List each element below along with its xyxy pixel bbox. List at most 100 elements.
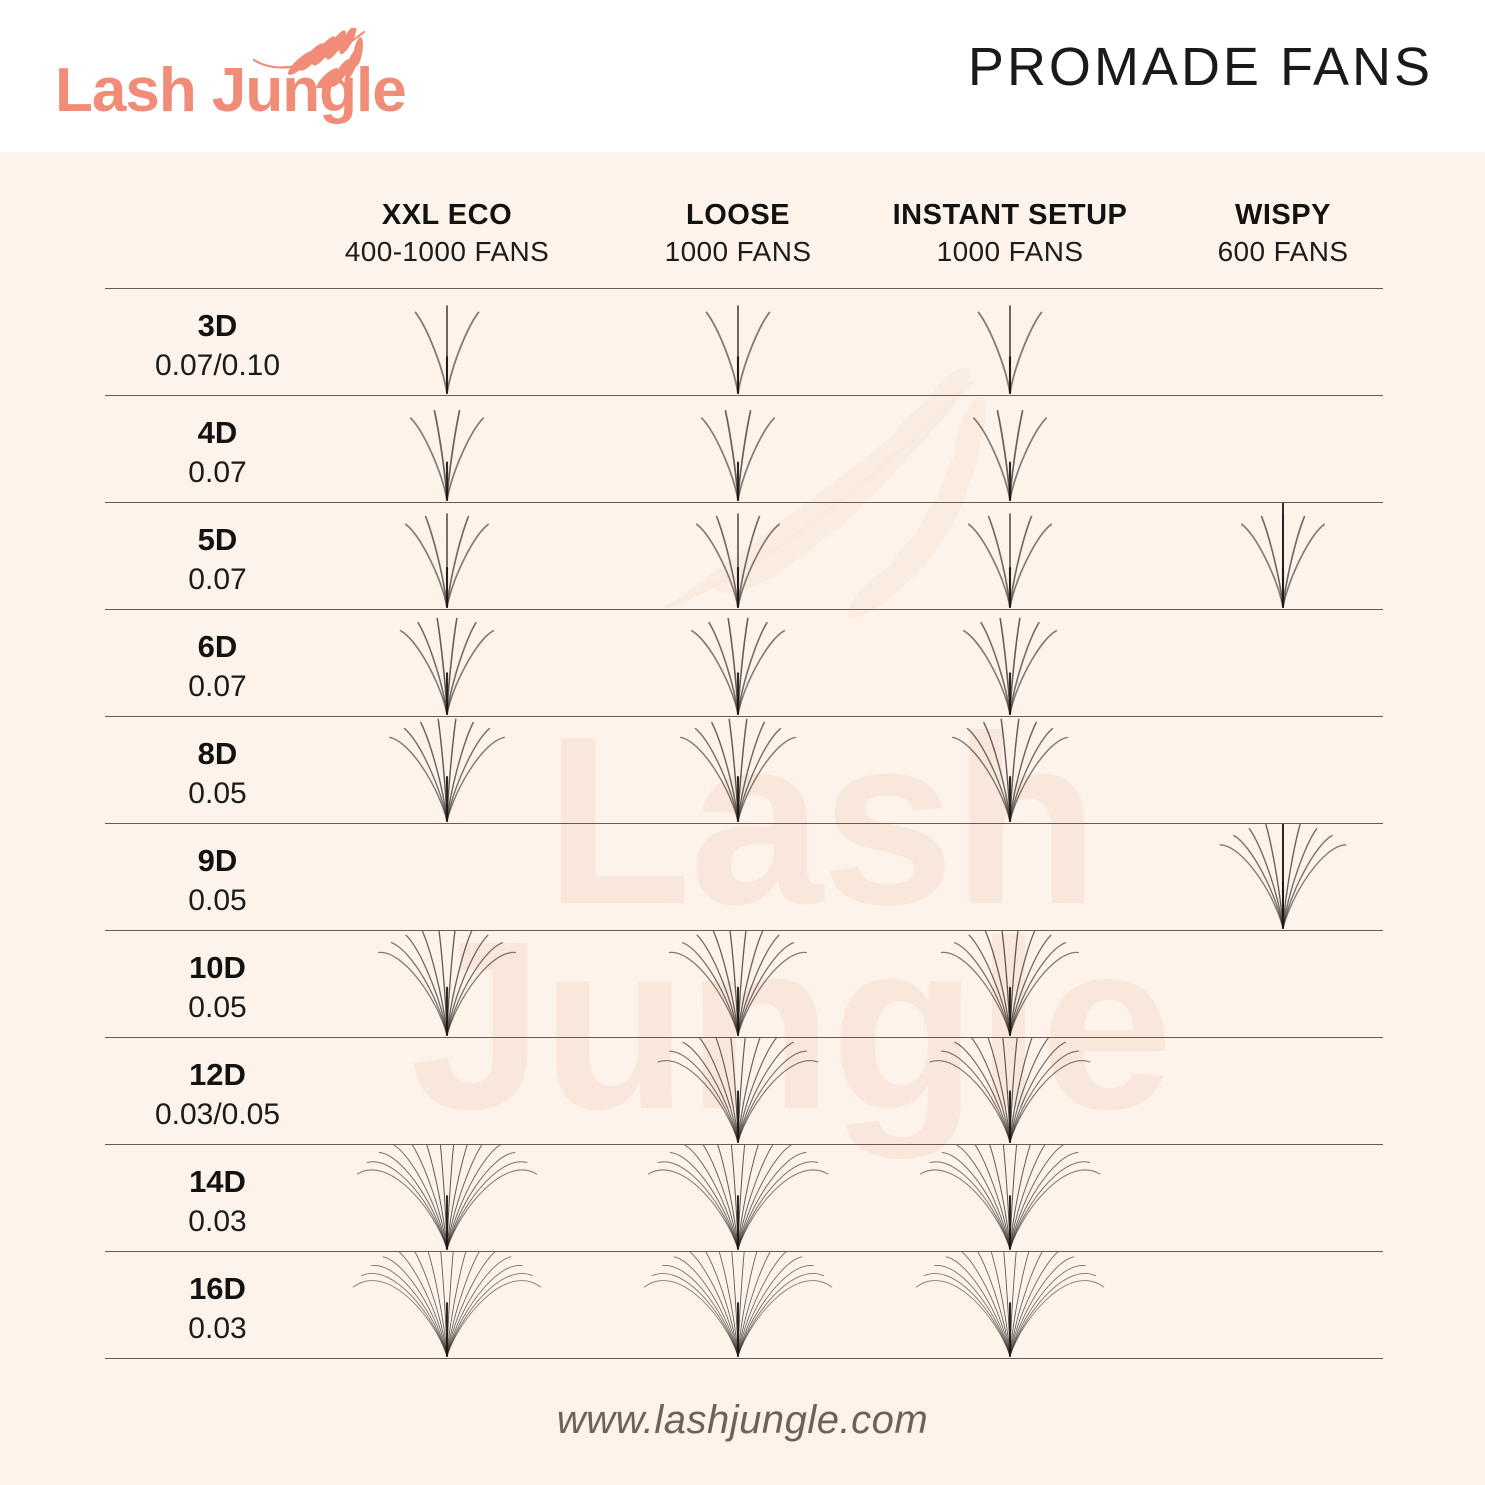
column-header-loose: LOOSE 1000 FANS <box>665 198 812 271</box>
table-row: 8D 0.05 <box>105 716 1383 823</box>
row-label-14d: 14D 0.03 <box>105 1164 330 1241</box>
lash-fan-4d-xxl-eco <box>332 395 562 502</box>
lash-fan-5d-wispy <box>1168 502 1398 609</box>
lash-fan-10d-instant-setup <box>895 930 1125 1037</box>
brand-logo: Lash Jungle <box>55 28 485 130</box>
column-header-subtitle: 1000 FANS <box>664 236 812 268</box>
lash-fan-3d-loose <box>623 288 853 395</box>
column-header-title: XXL ECO <box>381 199 513 231</box>
lash-fan-4d-loose <box>623 395 853 502</box>
row-thickness: 0.07/0.10 <box>154 348 281 382</box>
row-label-4d: 4D 0.07 <box>105 415 330 492</box>
fans-table: XXL ECO 400-1000 FANS LOOSE 1000 FANS INSTAN… <box>105 170 1383 1359</box>
row-thickness: 0.03 <box>188 1204 247 1238</box>
lash-fan-8d-xxl-eco <box>332 716 562 823</box>
table-row-divider <box>105 716 1383 717</box>
row-label-12d: 12D 0.03/0.05 <box>105 1057 330 1134</box>
row-label-8d: 8D 0.05 <box>105 736 330 813</box>
column-header-wispy: WISPY 600 FANS <box>1218 198 1349 271</box>
table-row-divider <box>105 823 1383 824</box>
row-thickness: 0.05 <box>188 776 247 810</box>
table-row: 3D 0.07/0.10 <box>105 288 1383 395</box>
column-header-instant-setup: INSTANT SETUP 1000 FANS <box>893 198 1128 271</box>
row-thickness: 0.07 <box>188 562 247 596</box>
table-row: 10D 0.05 <box>105 930 1383 1037</box>
row-dimension: 8D <box>197 736 238 771</box>
lash-fan-3d-instant-setup <box>895 288 1125 395</box>
row-thickness: 0.05 <box>188 990 247 1024</box>
lash-fan-6d-xxl-eco <box>332 609 562 716</box>
lash-fan-14d-xxl-eco <box>332 1144 562 1251</box>
lash-fan-5d-loose <box>623 502 853 609</box>
row-thickness: 0.05 <box>188 883 247 917</box>
row-thickness: 0.03/0.05 <box>154 1097 281 1131</box>
column-header-title: INSTANT SETUP <box>892 199 1128 231</box>
table-row: 4D 0.07 <box>105 395 1383 502</box>
table-row: 9D 0.05 <box>105 823 1383 930</box>
table-row-divider <box>105 1358 1383 1359</box>
column-header-title: WISPY <box>1235 199 1331 231</box>
table-row-divider <box>105 1037 1383 1038</box>
lash-fan-5d-xxl-eco <box>332 502 562 609</box>
table-row: 5D 0.07 <box>105 502 1383 609</box>
table-row: 6D 0.07 <box>105 609 1383 716</box>
row-dimension: 6D <box>197 629 238 664</box>
lash-fan-8d-instant-setup <box>895 716 1125 823</box>
row-label-3d: 3D 0.07/0.10 <box>105 308 330 385</box>
lash-fan-16d-loose <box>623 1251 853 1358</box>
lash-fan-12d-instant-setup <box>895 1037 1125 1144</box>
row-dimension: 14D <box>189 1164 246 1199</box>
row-dimension: 16D <box>189 1271 246 1306</box>
lash-fan-3d-xxl-eco <box>332 288 562 395</box>
website-url[interactable]: www.lashjungle.com <box>556 1398 929 1442</box>
table-column-headers: XXL ECO 400-1000 FANS LOOSE 1000 FANS INSTAN… <box>105 170 1383 288</box>
lash-fan-14d-instant-setup <box>895 1144 1125 1251</box>
lash-fan-10d-loose <box>623 930 853 1037</box>
row-label-10d: 10D 0.05 <box>105 950 330 1027</box>
table-row-divider <box>105 288 1383 289</box>
row-thickness: 0.07 <box>188 455 247 489</box>
row-label-6d: 6D 0.07 <box>105 629 330 706</box>
lash-fan-16d-instant-setup <box>895 1251 1125 1358</box>
column-header-subtitle: 600 FANS <box>1217 236 1349 268</box>
table-row-divider <box>105 609 1383 610</box>
column-header-title: LOOSE <box>685 199 790 231</box>
column-header-subtitle: 400-1000 FANS <box>344 236 550 268</box>
table-row-divider <box>105 1251 1383 1252</box>
row-dimension: 5D <box>197 522 238 557</box>
lash-fan-10d-xxl-eco <box>332 930 562 1037</box>
fern-leaf-icon <box>252 28 366 88</box>
row-dimension: 4D <box>197 415 238 450</box>
header-band: Lash Jungle PROMADE FANS <box>0 0 1485 152</box>
row-thickness: 0.03 <box>188 1311 247 1345</box>
lash-fan-16d-xxl-eco <box>332 1251 562 1358</box>
footer: www.lashjungle.com <box>0 1398 1485 1443</box>
page-title: PROMADE FANS <box>967 37 1433 97</box>
lash-fan-6d-loose <box>623 609 853 716</box>
table-row: 12D 0.03/0.05 <box>105 1037 1383 1144</box>
row-dimension: 12D <box>189 1057 246 1092</box>
row-dimension: 3D <box>197 308 238 343</box>
row-thickness: 0.07 <box>188 669 247 703</box>
row-dimension: 10D <box>189 950 246 985</box>
column-header-xxl-eco: XXL ECO 400-1000 FANS <box>345 198 549 271</box>
lash-fan-9d-wispy <box>1168 823 1398 930</box>
lash-fan-14d-loose <box>623 1144 853 1251</box>
lash-fan-4d-instant-setup <box>895 395 1125 502</box>
row-label-5d: 5D 0.07 <box>105 522 330 599</box>
table-row-divider <box>105 395 1383 396</box>
lash-fan-12d-loose <box>623 1037 853 1144</box>
lash-fan-6d-instant-setup <box>895 609 1125 716</box>
table-row-divider <box>105 930 1383 931</box>
table-row-divider <box>105 1144 1383 1145</box>
row-label-9d: 9D 0.05 <box>105 843 330 920</box>
row-dimension: 9D <box>197 843 238 878</box>
logo-text: Lash Jungle <box>55 56 407 125</box>
table-row-divider <box>105 502 1383 503</box>
lash-fan-5d-instant-setup <box>895 502 1125 609</box>
column-header-subtitle: 1000 FANS <box>936 236 1084 268</box>
row-label-16d: 16D 0.03 <box>105 1271 330 1348</box>
table-row: 14D 0.03 <box>105 1144 1383 1251</box>
table-row: 16D 0.03 <box>105 1251 1383 1358</box>
